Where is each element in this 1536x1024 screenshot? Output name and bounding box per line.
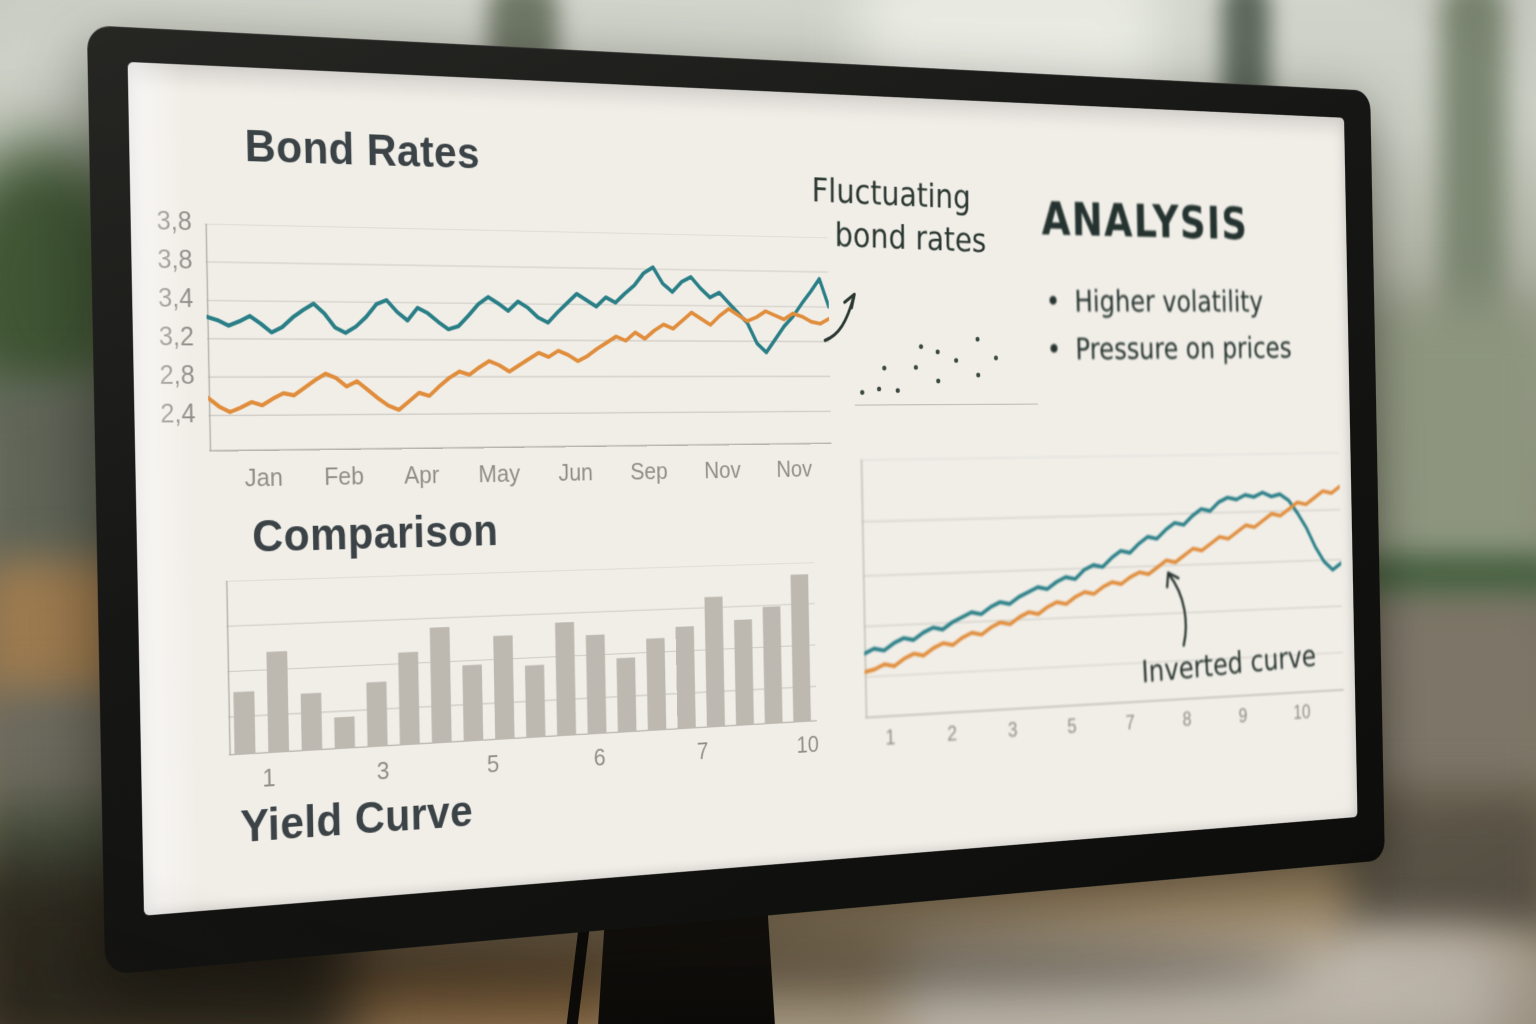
comparison-section: Comparison 1 3 5 6 7 10 [136, 497, 837, 802]
analysis-section: ANALYSIS • Higher volatility • Pressure … [1041, 193, 1334, 366]
bond-rates-section: Bond Rates 3,8 3,8 3,4 3,2 2,8 2,4 [128, 92, 832, 496]
x-tick: Nov [704, 456, 741, 485]
x-tick: 9 [1238, 705, 1247, 729]
comparison-title: Comparison [252, 497, 834, 563]
photo-of-monitor: Bond Rates 3,8 3,8 3,4 3,2 2,8 2,4 [0, 0, 1536, 1024]
scatter-chart [853, 319, 1038, 406]
yield-curve-title: Yield Curve [240, 784, 474, 853]
bg-plant-sill [1360, 555, 1536, 603]
x-tick: 8 [1182, 708, 1191, 732]
bullet-text: Pressure on prices [1075, 332, 1292, 367]
bond-rates-plot [205, 224, 832, 452]
bullet-dot: • [1046, 333, 1061, 367]
analysis-bullet-list: • Higher volatility • Pressure on prices [1046, 283, 1334, 366]
screen: Bond Rates 3,8 3,8 3,4 3,2 2,8 2,4 [128, 62, 1358, 916]
x-tick: 7 [697, 737, 709, 766]
annotation-line: bond rates [835, 213, 987, 262]
x-tick: Apr [404, 460, 440, 490]
monitor: Bond Rates 3,8 3,8 3,4 3,2 2,8 2,4 [87, 25, 1385, 975]
x-tick: 3 [376, 756, 389, 786]
analysis-title: ANALYSIS [1041, 193, 1331, 252]
x-tick: 6 [593, 743, 605, 772]
x-tick: Jan [244, 462, 283, 493]
x-tick: 5 [1067, 715, 1077, 740]
bullet-text: Higher volatility [1074, 285, 1263, 319]
handwritten-annotation: Fluctuating bond rates [812, 168, 987, 262]
annotation-line: Fluctuating [812, 168, 987, 220]
x-tick: 1 [262, 763, 276, 794]
x-tick: 2 [947, 722, 957, 747]
x-tick: May [478, 459, 520, 489]
list-item: • Pressure on prices [1046, 332, 1333, 368]
yield-curve-section: 1 2 3 5 7 8 9 10 Inverted curve [861, 452, 1345, 752]
bullet-dot: • [1045, 285, 1060, 319]
yield-curve-line-chart [861, 452, 1344, 718]
x-tick: 5 [487, 749, 500, 779]
mini-scatter-plot [853, 319, 1038, 406]
x-tick: 3 [1008, 718, 1018, 743]
bond-x-axis: Jan Feb Apr May Jun Sep Nov Nov [135, 444, 832, 495]
x-tick: Nov [776, 455, 812, 483]
x-tick: 1 [885, 726, 895, 751]
x-tick: Sep [630, 457, 668, 486]
bond-rates-chart-area: 3,8 3,8 3,4 3,2 2,8 2,4 [131, 222, 832, 453]
x-tick: 10 [796, 730, 819, 759]
list-item: • Higher volatility [1045, 285, 1332, 319]
x-tick: Feb [324, 461, 364, 492]
x-tick: 10 [1293, 701, 1311, 725]
bond-rates-title: Bond Rates [244, 118, 826, 189]
x-tick: 7 [1125, 711, 1135, 735]
x-tick: Jun [558, 458, 593, 487]
bond-rates-line-chart [205, 224, 832, 452]
curved-arrow-icon [1148, 564, 1192, 653]
yield-curve-plot [861, 452, 1344, 718]
